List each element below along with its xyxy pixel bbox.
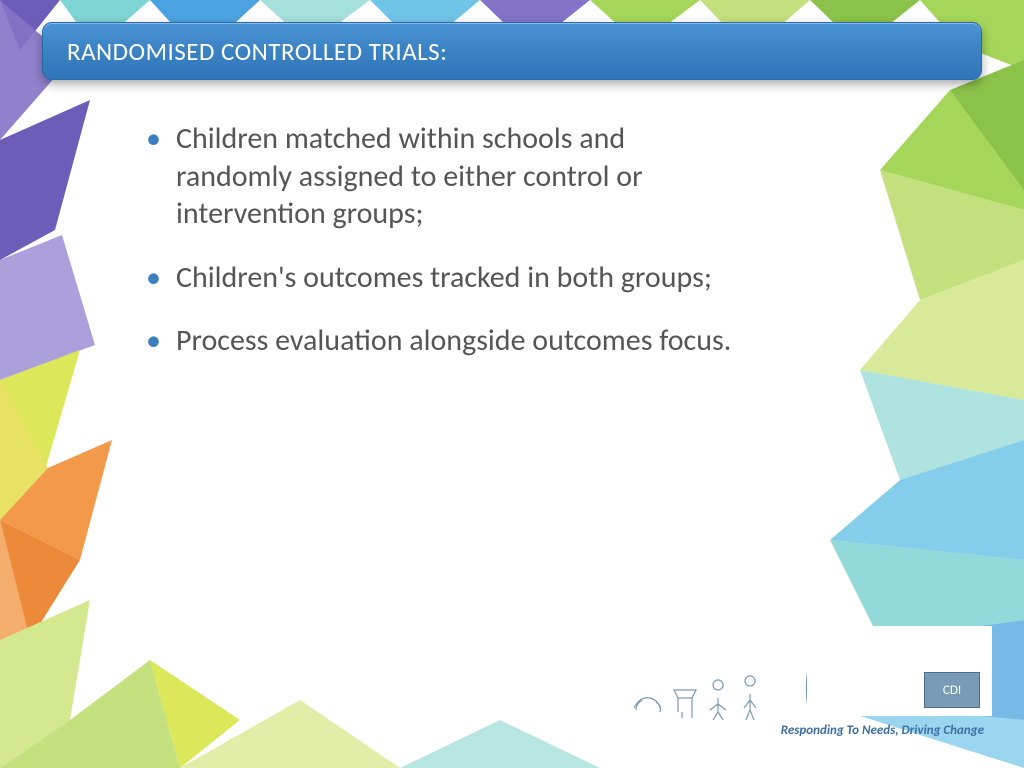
logo-tagline: Responding To Needs, Driving Change [781,723,984,738]
bullet-item: Children's outcomes tracked in both grou… [140,259,740,297]
slide-body: Children matched within schools and rand… [140,120,740,386]
bullet-item: Children matched within schools and rand… [140,120,740,233]
logo-white-box: CDI [807,626,992,716]
bullet-item: Process evaluation alongside outcomes fo… [140,322,740,360]
bullet-list: Children matched within schools and rand… [140,120,740,360]
footer-logo-area: CDI Responding To Needs, Driving Change [622,628,992,738]
cdi-badge: CDI [924,672,980,708]
cdi-badge-text: CDI [943,683,961,698]
slide-title: RANDOMISED CONTROLLED TRIALS: [67,36,447,67]
slide-title-bar: RANDOMISED CONTROLLED TRIALS: [42,22,982,80]
